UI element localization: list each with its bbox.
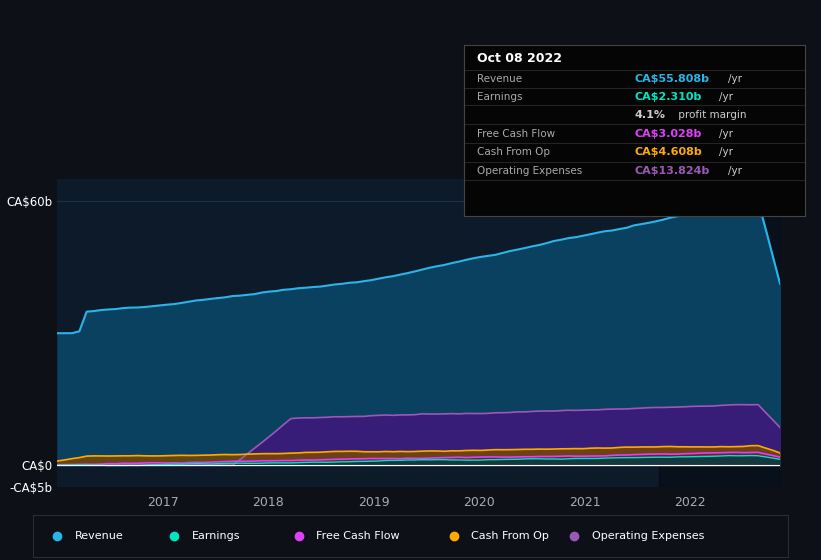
Text: profit margin: profit margin — [675, 110, 746, 120]
Text: Cash From Op: Cash From Op — [478, 147, 551, 157]
Text: Earnings: Earnings — [191, 531, 240, 541]
Bar — [658, 179, 780, 487]
Text: 4.1%: 4.1% — [635, 110, 665, 120]
Text: CA$4.608b: CA$4.608b — [635, 147, 702, 157]
Text: /yr: /yr — [719, 92, 733, 102]
Text: CA$13.824b: CA$13.824b — [635, 166, 709, 176]
Text: Revenue: Revenue — [75, 531, 123, 541]
Text: Free Cash Flow: Free Cash Flow — [316, 531, 400, 541]
Text: /yr: /yr — [719, 147, 733, 157]
Text: Earnings: Earnings — [478, 92, 523, 102]
Text: Oct 08 2022: Oct 08 2022 — [478, 53, 562, 66]
Text: Cash From Op: Cash From Op — [471, 531, 548, 541]
Text: Free Cash Flow: Free Cash Flow — [478, 129, 556, 139]
Text: /yr: /yr — [728, 166, 742, 176]
Text: CA$3.028b: CA$3.028b — [635, 129, 702, 139]
Text: /yr: /yr — [728, 74, 742, 84]
Text: /yr: /yr — [719, 129, 733, 139]
Text: CA$2.310b: CA$2.310b — [635, 92, 702, 102]
Text: Revenue: Revenue — [478, 74, 523, 84]
Text: Operating Expenses: Operating Expenses — [478, 166, 583, 176]
Text: CA$55.808b: CA$55.808b — [635, 74, 709, 84]
Text: Operating Expenses: Operating Expenses — [592, 531, 704, 541]
